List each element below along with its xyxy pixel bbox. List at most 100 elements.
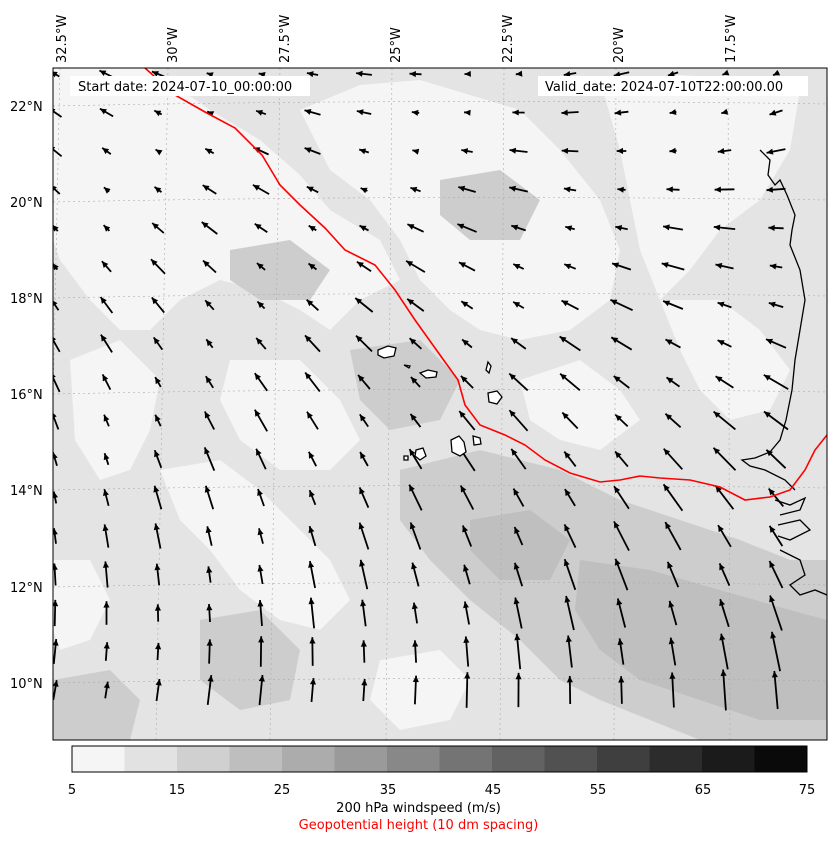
map-panel [53,68,827,740]
wind-vector-head [309,637,316,644]
colorbar-frame [71,745,808,773]
wind-vector-head [410,413,417,421]
wind-vector-head [103,681,110,689]
wind-vector-head [770,631,777,639]
wind-vector-head [564,596,571,603]
wind-vector-head [771,671,778,678]
wind-vector-head [611,337,619,344]
lat-label-16n: 16°N [10,388,43,403]
wind-vector-head [53,71,58,78]
wind-vector-head [102,374,109,382]
wind-vector-head [565,635,572,643]
wind-vector-head [407,224,415,230]
colorbar-tick-label: 65 [695,783,712,798]
wind-vector-head [205,526,212,534]
wind-vector-head [53,412,57,418]
colorbar-tick-label: 55 [590,783,607,798]
wind-vector-head [514,527,520,534]
wind-vector-shaft [53,338,61,353]
wind-vector-head [464,672,471,679]
wind-vector-head [564,451,571,459]
wind-vector-head [204,485,211,493]
wind-vector-head [763,374,771,381]
wind-vector-head [718,525,724,533]
wind-vector-head [769,595,775,603]
wind-vector-head [355,298,363,305]
wind-vector-head [615,225,623,231]
wind-vector-head [515,70,523,77]
wind-vector-head [201,222,209,229]
wind-vector-head [566,676,573,683]
wind-vector-head [768,488,775,496]
wind-vector-head [356,335,363,343]
wind-vector-head [617,186,624,193]
wind-vector-head [669,147,676,154]
wind-vector-head [513,597,520,605]
wind-vector-head [412,148,420,155]
wind-vector-head [513,488,520,496]
wind-vector-head [766,148,774,155]
wind-vector-head [258,675,265,682]
colorbar [71,745,808,773]
wind-vector-head [665,413,673,421]
wind-vector-head [103,453,110,461]
wind-vector-head [252,184,260,191]
wind-vector-head [359,148,367,155]
wind-vector-head [356,109,364,116]
wind-vector-head [53,337,57,341]
wind-vector-head [564,263,572,270]
wind-vector-head [614,109,622,116]
wind-vector-head [515,672,522,680]
wind-vector-head [562,412,569,420]
wind-vector-head [256,337,263,345]
wind-vector-head [411,109,419,116]
wind-vector-head [663,300,671,307]
wind-vector-head [615,451,622,459]
wind-vector-head [304,109,312,115]
wind-vector-head [155,149,163,156]
wind-vector-head [360,187,368,194]
colorbar-tick-label: 5 [68,783,76,798]
wind-vector-head [204,411,211,419]
valid-date-box [538,76,808,96]
wind-vector-head [720,669,727,677]
wind-vector-head [361,679,368,686]
wind-vector-head [773,69,781,76]
wind-vector-head [766,338,773,345]
wind-vector-head [615,414,622,422]
wind-vector-head [669,672,676,679]
wind-vector-head [309,490,315,498]
wind-vector-head [154,110,162,117]
wind-vector-head [102,561,109,568]
wind-vector-head [53,599,59,607]
wind-vector-head [103,187,111,194]
colorbar-swatch [649,746,703,772]
wind-vector-head [254,409,261,417]
wind-vector-head [102,524,109,532]
wind-vector-head [256,110,263,116]
wind-vector-head [257,528,264,536]
wind-vector-head [53,528,58,535]
wind-vector-head [511,338,518,345]
wind-vector-head [53,146,56,151]
wind-vector-head [663,448,671,456]
wind-vector-head [360,599,367,607]
wind-vector-head [154,563,161,571]
wind-vector-shaft [771,631,781,672]
wind-vector-head [509,147,517,154]
wind-vector-head [461,301,469,308]
wind-vector-head [358,375,365,382]
wind-vector-head [614,521,620,529]
wind-vector-head [358,522,365,530]
wind-vector-head [308,597,315,605]
wind-vector-head [559,336,567,343]
wind-vector-head [53,491,58,499]
lat-label-10n: 10°N [10,677,43,692]
wind-vector-head [409,522,416,530]
coastline [740,149,827,596]
wind-vector-head [713,447,721,455]
wind-vector-head [103,489,109,496]
wind-vector-head [563,71,571,77]
wind-vector-head [410,377,418,384]
colorbar-tick-label: 25 [274,783,291,798]
